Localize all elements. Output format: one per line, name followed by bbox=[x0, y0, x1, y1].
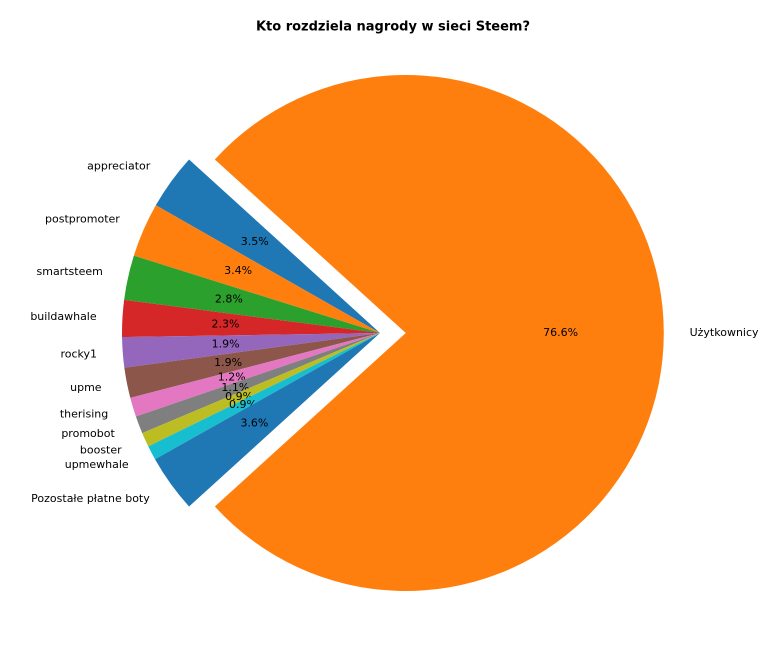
slice-label: appreciator bbox=[87, 159, 151, 172]
pie-slice bbox=[214, 74, 664, 591]
slice-label: Użytkownicy bbox=[690, 326, 759, 339]
pie-slice bbox=[148, 333, 380, 460]
value-label: 2.8% bbox=[215, 293, 243, 306]
value-label: 1.2% bbox=[218, 371, 246, 384]
value-label: 2.3% bbox=[211, 317, 239, 330]
slice-label: rocky1 bbox=[60, 347, 97, 360]
slice-label: smartsteem bbox=[37, 265, 103, 278]
pie-slice bbox=[135, 333, 380, 434]
pie-slice bbox=[142, 333, 380, 447]
value-label: 3.4% bbox=[224, 264, 252, 277]
value-label: 76.6% bbox=[543, 326, 578, 339]
pie-slice bbox=[124, 255, 380, 333]
slice-label: upme bbox=[70, 381, 102, 394]
pie-slice bbox=[133, 205, 380, 333]
pie-slice bbox=[155, 159, 380, 333]
slice-label: buildawhale bbox=[30, 310, 97, 323]
pie-slice bbox=[155, 333, 380, 507]
value-label: 1.9% bbox=[212, 338, 240, 351]
pie-slice bbox=[122, 333, 380, 368]
value-label: 1.9% bbox=[214, 356, 242, 369]
slice-label: Pozostałe płatne boty bbox=[31, 492, 150, 505]
value-label: 3.5% bbox=[241, 235, 269, 248]
pie-slice bbox=[122, 299, 380, 338]
slice-label: promobot bbox=[61, 427, 115, 440]
pie-slice bbox=[130, 333, 380, 417]
slice-label: upmewhale bbox=[65, 458, 129, 471]
value-label: 1.1% bbox=[221, 381, 249, 394]
value-label: 3.6% bbox=[240, 417, 268, 430]
pie-slice bbox=[124, 333, 380, 398]
slice-label: booster bbox=[80, 443, 122, 456]
slice-label: therising bbox=[60, 408, 108, 421]
slice-label: postpromoter bbox=[45, 213, 120, 226]
chart-title: Kto rozdziela nagrody w sieci Steem? bbox=[256, 20, 530, 35]
